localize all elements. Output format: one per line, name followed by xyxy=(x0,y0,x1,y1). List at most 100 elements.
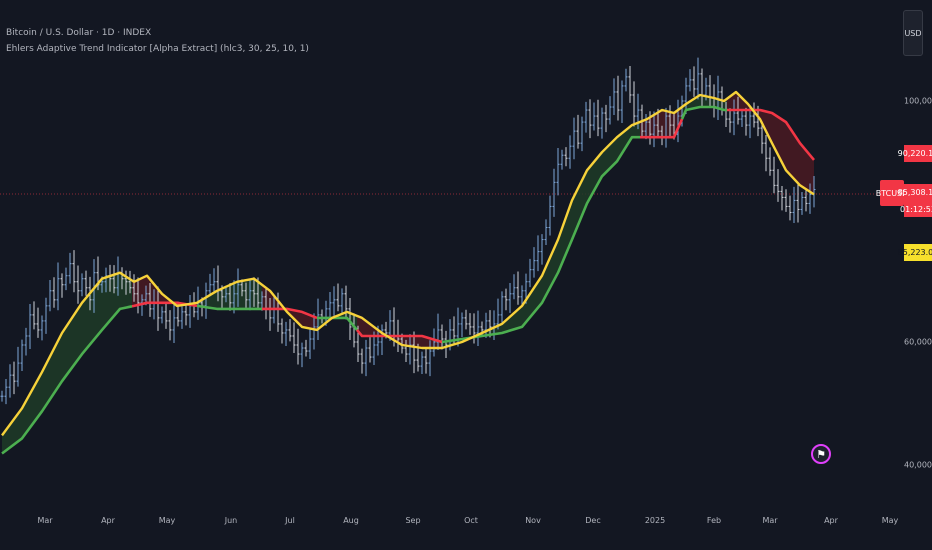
price-bar xyxy=(180,306,184,329)
price-bar xyxy=(644,113,648,140)
price-bar xyxy=(124,270,128,295)
price-bar xyxy=(148,282,152,317)
price-bar xyxy=(576,114,580,149)
price-bar xyxy=(160,306,164,324)
last-price-tag: 85,308.12 xyxy=(898,184,932,201)
currency-button[interactable]: USD xyxy=(903,10,923,56)
price-bar xyxy=(580,116,584,152)
price-bar xyxy=(808,183,812,214)
price-bar xyxy=(312,313,316,350)
price-bar xyxy=(412,331,416,374)
price-bar xyxy=(112,265,116,294)
price-bar xyxy=(784,189,788,212)
price-bar xyxy=(28,304,32,349)
price-axis-label: 100,000.00 xyxy=(904,96,932,106)
price-bar xyxy=(128,270,132,294)
price-bar xyxy=(792,186,796,223)
price-bar xyxy=(548,195,552,236)
price-bar xyxy=(92,259,96,313)
time-axis-label: May xyxy=(158,516,176,525)
price-bar xyxy=(212,268,216,293)
price-bar xyxy=(536,235,540,272)
price-bar xyxy=(544,219,548,245)
price-bar xyxy=(552,168,556,217)
trend-fill-bull xyxy=(682,95,727,120)
price-bar xyxy=(488,310,492,338)
flag-icon[interactable]: ⚑ xyxy=(811,444,831,464)
price-bar xyxy=(332,286,336,316)
trend-lines xyxy=(1,90,815,455)
price-bar xyxy=(208,273,212,297)
trend-fill-bear xyxy=(132,276,197,307)
time-axis-label: Jun xyxy=(224,516,238,525)
price-bar xyxy=(504,288,508,311)
price-bar xyxy=(76,265,80,304)
price-bar xyxy=(380,324,384,356)
price-bar xyxy=(696,57,700,100)
fast-trend-tag: 85,223.00 xyxy=(898,244,932,261)
price-bar xyxy=(304,339,308,357)
price-bar xyxy=(248,279,252,311)
price-bar xyxy=(780,185,784,211)
price-bar xyxy=(464,309,468,330)
price-bar xyxy=(628,66,632,103)
price-bar xyxy=(564,147,568,167)
price-bar xyxy=(24,327,28,356)
price-bar xyxy=(468,313,472,335)
price-bar xyxy=(164,303,168,329)
price-bar xyxy=(132,274,136,302)
price-bar xyxy=(584,101,588,133)
price-bar xyxy=(16,346,20,387)
price-bar xyxy=(668,105,672,139)
trend-fill-bear xyxy=(357,315,442,348)
price-bar xyxy=(744,107,748,136)
price-bar xyxy=(368,337,372,363)
adaptive-trend-bear xyxy=(727,108,815,161)
price-bar xyxy=(532,247,536,278)
price-bar xyxy=(0,390,4,402)
price-bar xyxy=(616,75,620,121)
price-bar xyxy=(760,122,764,154)
price-bar xyxy=(252,277,256,307)
price-bar xyxy=(472,313,476,344)
adaptive-trend-bear xyxy=(131,301,198,308)
price-bar xyxy=(280,318,284,344)
price-bar xyxy=(560,149,564,170)
price-bar xyxy=(44,297,48,334)
trend-value-tag: 90,220.14 xyxy=(898,145,932,162)
trend-fill-bear xyxy=(727,92,814,195)
price-bar xyxy=(336,283,340,312)
time-axis-label: Feb xyxy=(706,516,722,525)
price-bar xyxy=(404,339,408,363)
indicator-legend[interactable]: Ehlers Adaptive Trend Indicator [Alpha E… xyxy=(6,44,309,54)
price-bar xyxy=(84,270,88,296)
adaptive-trend-bull xyxy=(317,316,358,331)
price-bar xyxy=(48,279,52,312)
price-bar xyxy=(228,282,232,311)
price-bar xyxy=(556,147,560,196)
trend-fill-bear xyxy=(262,284,317,330)
price-bar xyxy=(428,340,432,377)
time-axis-label: Dec xyxy=(585,516,601,525)
price-bar xyxy=(168,310,172,341)
price-bar xyxy=(620,80,624,124)
price-axis-label: 40,000.00 xyxy=(904,460,932,470)
trend-fill-bull xyxy=(2,272,132,454)
price-bar xyxy=(340,288,344,314)
price-bar xyxy=(776,169,780,202)
price-bar xyxy=(540,234,544,265)
symbol-legend[interactable]: Bitcoin / U.S. Dollar · 1D · INDEX xyxy=(6,28,152,38)
price-bar xyxy=(500,291,504,323)
price-bar xyxy=(4,379,8,405)
time-axis-label: Oct xyxy=(464,516,478,525)
trend-fill-bull xyxy=(317,311,357,330)
adaptive-trend-bull xyxy=(680,105,727,120)
price-bar xyxy=(516,271,520,305)
price-bar xyxy=(40,315,44,341)
price-bar xyxy=(20,339,24,372)
price-bar xyxy=(804,189,808,212)
time-axis-label: Mar xyxy=(37,516,53,525)
time-axis-label: Apr xyxy=(101,516,115,525)
price-bar xyxy=(348,298,352,340)
